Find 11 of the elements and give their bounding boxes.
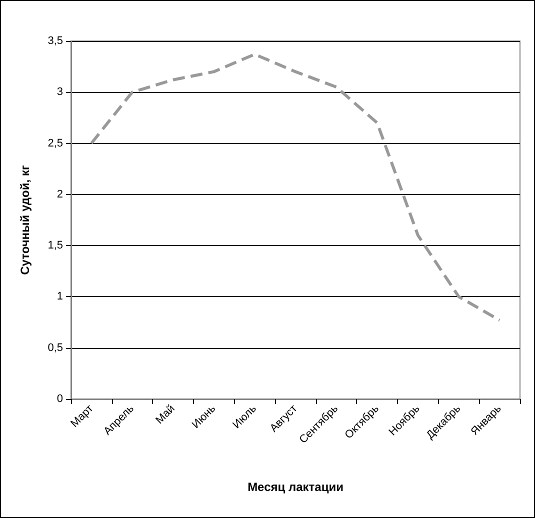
y-tick-label: 1,5 bbox=[48, 240, 63, 252]
y-tick-label: 2 bbox=[56, 188, 63, 200]
y-tick-label: 3,5 bbox=[48, 35, 63, 47]
y-tick-label: 2,5 bbox=[48, 137, 63, 150]
line-series bbox=[90, 52, 502, 322]
y-tick-label: 0,5 bbox=[48, 342, 63, 354]
y-tick-label: 1 bbox=[56, 290, 63, 303]
y-tick-label: 3 bbox=[56, 86, 63, 98]
y-axis-title: Суточный удой, кг bbox=[18, 165, 32, 275]
x-axis-title: Месяц лактации bbox=[248, 480, 344, 494]
y-tick-label: 0 bbox=[56, 393, 63, 405]
